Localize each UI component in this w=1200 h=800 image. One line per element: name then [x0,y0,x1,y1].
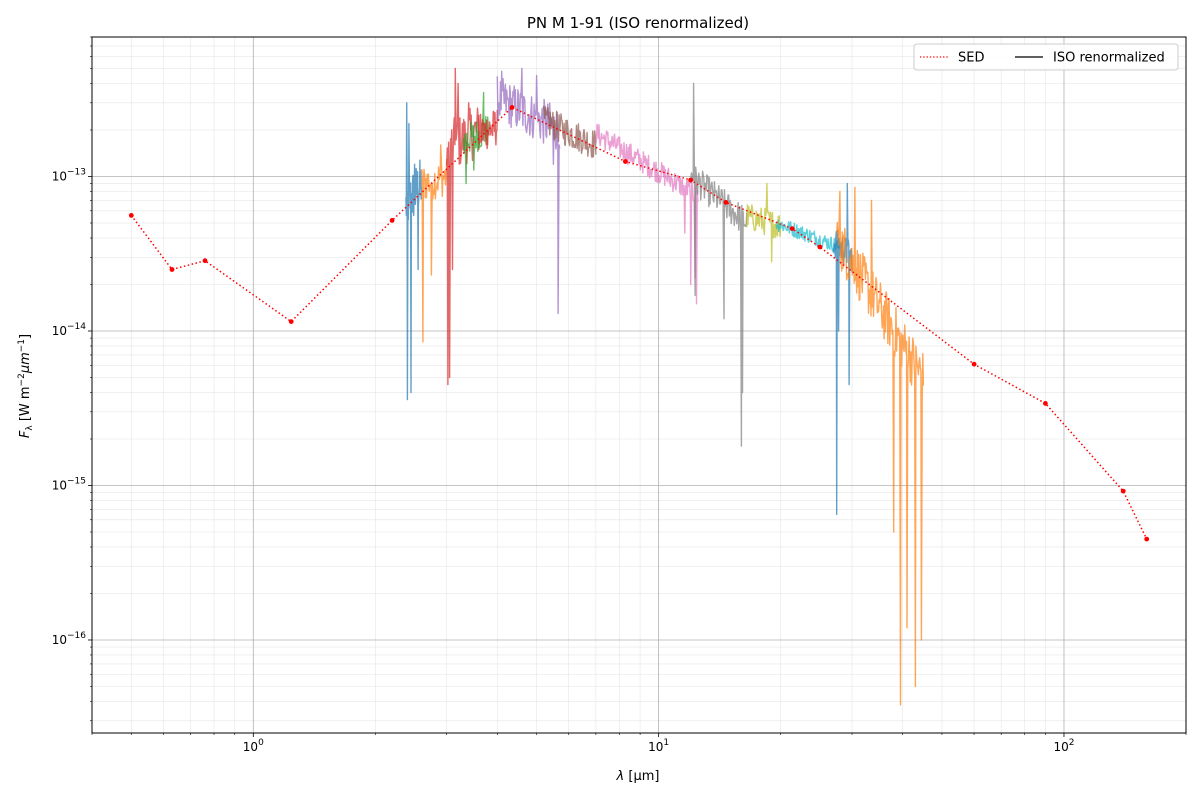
y-axis-exp2: −1 [17,339,27,352]
iso-segment-line [746,182,782,263]
sed-point [509,105,515,110]
iso-segment-line [595,123,699,305]
x-axis-var: λ [616,769,625,784]
x-axis-unit: [μm] [628,769,659,784]
y-tick-label-exp: −13 [67,168,86,178]
chart-title: PN M 1-91 (ISO renormalized) [527,14,749,32]
iso-segment-line [775,219,841,253]
iso-segment-line [405,102,423,401]
y-axis-sub: λ [25,425,35,431]
sed-point [789,226,795,232]
major-grid [92,37,1186,733]
sed-point [817,244,823,250]
legend-box [913,43,1179,71]
legend-iso-label: ISO renormalized [1053,51,1165,66]
sed-point [169,267,175,272]
sed-point [202,258,208,264]
y-axis-unit-c: ] [18,334,33,339]
y-tick-label: 10−15 [52,476,86,492]
sed-point [1043,401,1048,406]
sed-point [623,159,628,164]
sed-point [288,319,294,324]
sed-point [971,361,977,367]
y-tick-label-base: 10 [52,478,67,492]
y-axis-label: Fλ [W m−2μm−1] [17,334,35,438]
plot-frame [91,36,1187,734]
x-tick-label-base: 10 [648,740,663,754]
y-tick-label-exp: −14 [67,322,86,332]
sed-point [1120,488,1126,494]
y-tick-label-base: 10 [52,324,67,338]
iso-segments [405,67,925,706]
x-tick-label-base: 10 [1053,740,1068,754]
y-tick-label-base: 10 [52,170,67,184]
y-tick-label: 10−16 [52,631,87,647]
x-tick-label-exp: 1 [663,738,669,748]
y-axis-exp: −2 [17,373,27,386]
sed-series [128,105,1150,542]
x-tick-label: 101 [648,738,669,754]
x-tick-label-exp: 2 [1069,738,1075,748]
x-tick-label-exp: 0 [258,738,264,748]
y-tick-label: 10−14 [52,322,87,338]
iso-segment-line [462,91,489,185]
x-tick-label: 102 [1053,738,1074,754]
legend: SED ISO renormalized [913,43,1179,71]
sed-point [128,213,134,218]
sed-point [688,177,694,183]
y-tick-label-base: 10 [52,633,67,647]
y-tick-label: 10−13 [52,168,86,184]
x-tick-label-base: 10 [243,740,258,754]
sed-point [1144,536,1150,542]
y-tick-label-exp: −15 [67,476,86,486]
iso-segment-line [836,186,925,706]
legend-sed-label: SED [958,51,984,66]
y-axis-unit-a: [W m [18,386,33,421]
y-axis-unit-b: μm [18,352,33,374]
y-tick-label-exp: −16 [67,631,86,641]
iso-segment-line [542,105,597,158]
y-axis-var: F [18,430,33,438]
sed-point [389,218,395,223]
iso-segment-line [478,109,498,150]
iso-segment-line [690,82,748,447]
sed-point [723,200,729,205]
iso-segment-line [420,144,448,343]
x-tick-label: 100 [243,738,264,754]
x-axis-label: λ [μm] [616,769,660,784]
